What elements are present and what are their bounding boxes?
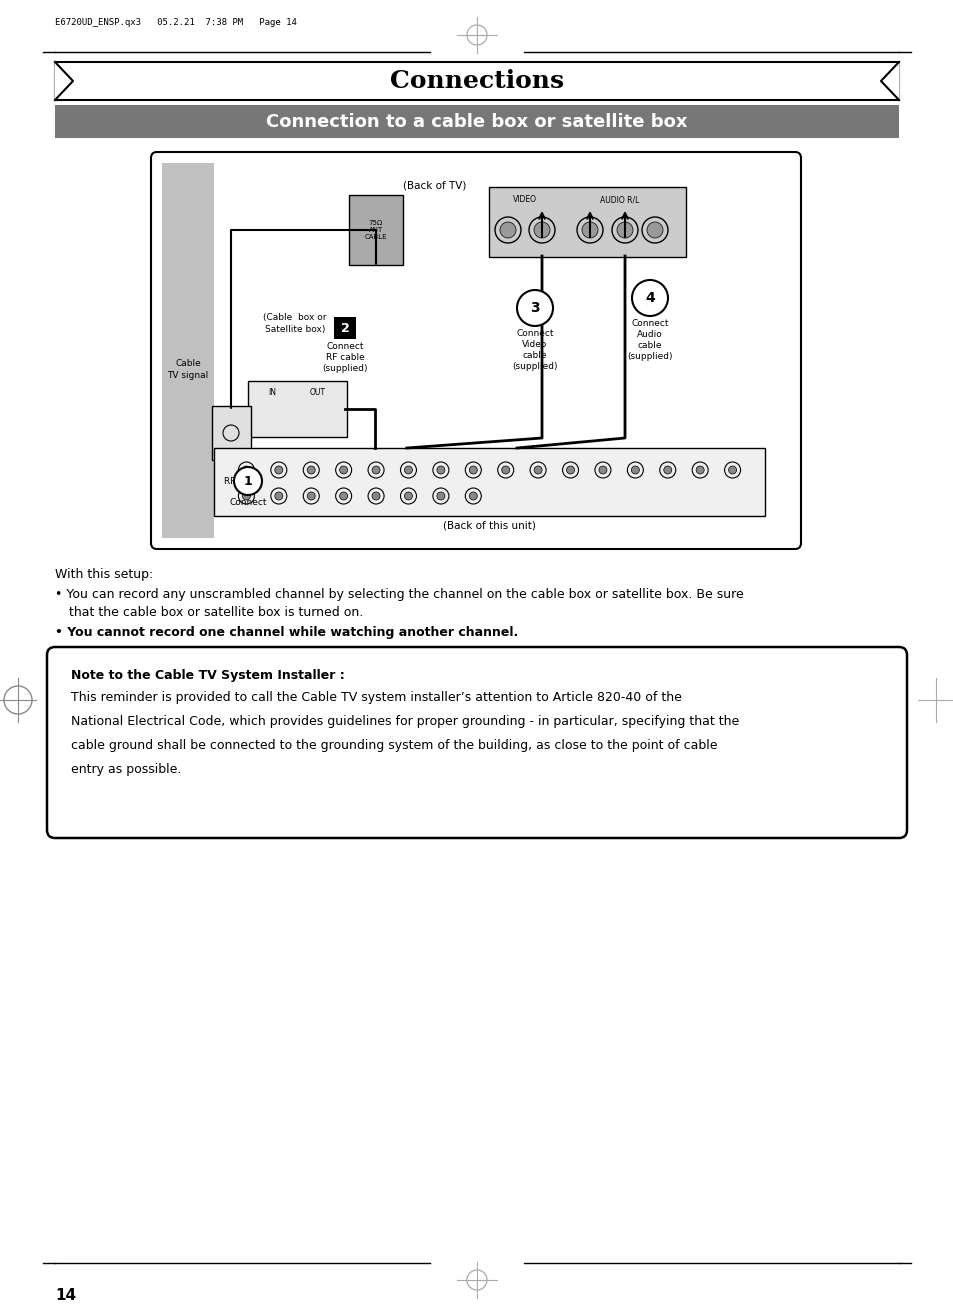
Circle shape [646,222,662,238]
Circle shape [469,466,476,473]
Text: RF cable: RF cable [224,476,262,485]
Circle shape [728,466,736,473]
Circle shape [339,492,347,500]
FancyBboxPatch shape [349,195,402,266]
Text: 3: 3 [530,301,539,316]
Circle shape [499,222,516,238]
FancyBboxPatch shape [47,647,906,838]
Circle shape [631,280,667,316]
FancyBboxPatch shape [334,317,355,339]
Circle shape [274,466,282,473]
Circle shape [242,466,250,473]
Text: Connect
Audio
cable
(supplied): Connect Audio cable (supplied) [626,320,672,362]
Circle shape [436,466,444,473]
Text: cable ground shall be connected to the grounding system of the building, as clos: cable ground shall be connected to the g… [71,739,717,752]
Polygon shape [880,62,898,100]
Text: IN: IN [268,388,275,397]
Text: Connections: Connections [390,68,563,93]
Circle shape [598,466,606,473]
Text: National Electrical Code, which provides guidelines for proper grounding - in pa: National Electrical Code, which provides… [71,715,739,729]
FancyBboxPatch shape [151,153,801,548]
Circle shape [372,492,379,500]
Text: Connect
Video
cable
(supplied): Connect Video cable (supplied) [512,329,558,371]
Text: Connect
RF cable
(supplied): Connect RF cable (supplied) [322,342,367,373]
Circle shape [517,291,553,326]
Text: Connect: Connect [229,498,267,508]
Circle shape [696,466,703,473]
Text: entry as possible.: entry as possible. [71,763,181,776]
Text: • You cannot record one channel while watching another channel.: • You cannot record one channel while wa… [55,626,517,639]
Circle shape [339,466,347,473]
Text: (Cable  box or
Satellite box): (Cable box or Satellite box) [263,313,327,334]
Circle shape [307,492,314,500]
Circle shape [436,492,444,500]
Text: With this setup:: With this setup: [55,568,153,581]
Text: 1: 1 [243,475,253,488]
Text: E6720UD_ENSP.qx3   05.2.21  7:38 PM   Page 14: E6720UD_ENSP.qx3 05.2.21 7:38 PM Page 14 [55,18,296,28]
Text: • You can record any unscrambled channel by selecting the channel on the cable b: • You can record any unscrambled channel… [55,588,743,601]
FancyBboxPatch shape [212,406,251,460]
FancyBboxPatch shape [55,62,898,100]
FancyBboxPatch shape [162,163,213,538]
FancyBboxPatch shape [55,105,898,138]
Text: (Back of TV): (Back of TV) [403,180,466,189]
Circle shape [233,467,262,494]
Circle shape [372,466,379,473]
Circle shape [274,492,282,500]
Text: Note to the Cable TV System Installer :: Note to the Cable TV System Installer : [71,669,344,682]
Circle shape [631,466,639,473]
Text: 75Ω
ANT
CABLE: 75Ω ANT CABLE [364,220,387,241]
Circle shape [566,466,574,473]
FancyBboxPatch shape [489,187,685,256]
Text: This reminder is provided to call the Cable TV system installer’s attention to A: This reminder is provided to call the Ca… [71,690,681,704]
Circle shape [404,466,412,473]
Text: Cable
TV signal: Cable TV signal [167,359,209,380]
Polygon shape [55,62,73,100]
Text: Connection to a cable box or satellite box: Connection to a cable box or satellite b… [266,113,687,130]
Circle shape [469,492,476,500]
Text: 14: 14 [55,1287,76,1303]
FancyBboxPatch shape [213,448,764,515]
Text: 2: 2 [340,321,349,334]
Circle shape [501,466,509,473]
Circle shape [534,466,541,473]
Circle shape [307,466,314,473]
Text: VIDEO: VIDEO [513,195,537,204]
Text: (Back of this unit): (Back of this unit) [442,519,536,530]
Text: 4: 4 [644,291,654,305]
Circle shape [663,466,671,473]
Circle shape [534,222,550,238]
Text: AUDIO R/L: AUDIO R/L [599,195,639,204]
Circle shape [617,222,633,238]
FancyBboxPatch shape [248,381,347,437]
Circle shape [242,492,250,500]
Circle shape [404,492,412,500]
Circle shape [581,222,598,238]
Text: OUT: OUT [310,388,326,397]
Text: that the cable box or satellite box is turned on.: that the cable box or satellite box is t… [69,606,363,619]
